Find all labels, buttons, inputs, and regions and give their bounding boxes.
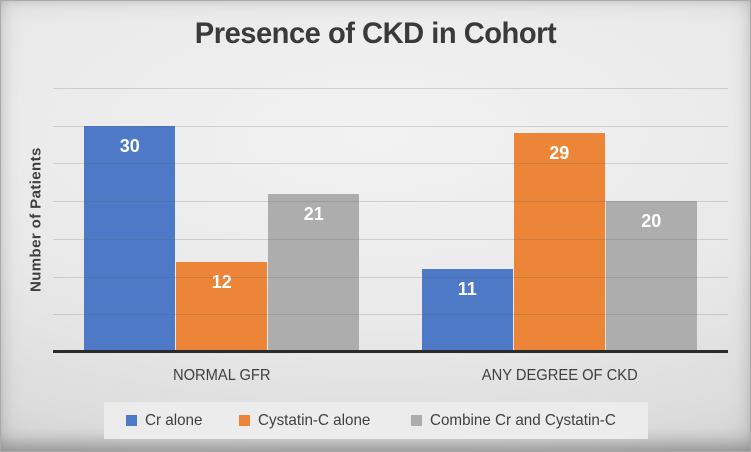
x-axis-labels: NORMAL GFR ANY DEGREE OF CKD bbox=[53, 367, 728, 385]
legend: Cr alone Cystatin-C alone Combine Cr and… bbox=[103, 402, 648, 439]
legend-label: Cystatin-C alone bbox=[258, 411, 371, 429]
gridline bbox=[53, 276, 728, 278]
gridline bbox=[53, 238, 728, 240]
x-axis-line bbox=[53, 350, 728, 353]
gridline bbox=[53, 88, 728, 89]
bar-value-label: 29 bbox=[549, 143, 570, 164]
bar: 12 bbox=[176, 261, 268, 352]
legend-item-cr-alone: Cr alone bbox=[125, 411, 205, 430]
bar-value-label: 30 bbox=[119, 135, 140, 156]
bar: 11 bbox=[421, 269, 513, 352]
y-axis-label: Number of Patients bbox=[27, 147, 45, 293]
gridline bbox=[53, 201, 728, 203]
bar-value-label: 12 bbox=[211, 271, 232, 292]
legend-swatch-orange-icon bbox=[239, 415, 251, 426]
legend-item-cystatin-c-alone: Cystatin-C alone bbox=[239, 412, 376, 430]
chart-title: Presence of CKD in Cohort bbox=[194, 17, 557, 50]
bar: 20 bbox=[605, 201, 697, 352]
legend-label: Combine Cr and Cystatin-C bbox=[429, 411, 616, 429]
bar: 30 bbox=[84, 125, 176, 352]
gridline bbox=[53, 163, 728, 165]
bar: 29 bbox=[513, 133, 605, 352]
gridline bbox=[53, 125, 728, 127]
bar-value-label: 11 bbox=[457, 279, 477, 299]
bar: 21 bbox=[268, 193, 360, 352]
x-axis-category-label: NORMAL GFR bbox=[172, 367, 271, 384]
legend-swatch-blue-icon bbox=[125, 415, 137, 426]
legend-swatch-gray-icon bbox=[410, 415, 422, 426]
legend-item-combine: Combine Cr and Cystatin-C bbox=[410, 411, 626, 430]
plot-area: 30 12 21 11 29 20 bbox=[53, 88, 728, 353]
bar-value-label: 21 bbox=[303, 203, 324, 224]
gridline bbox=[53, 314, 728, 316]
legend-label: Cr alone bbox=[144, 411, 203, 429]
x-axis-category-label: ANY DEGREE OF CKD bbox=[481, 367, 638, 384]
bar-value-label: 20 bbox=[641, 211, 662, 232]
